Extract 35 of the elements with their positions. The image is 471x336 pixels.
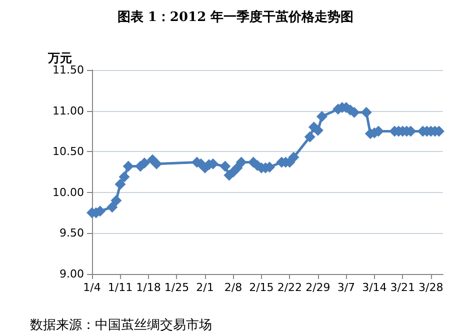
x-tick-label: 1/4 [83,281,101,294]
x-tick-label: 2/15 [249,281,274,294]
point [118,171,130,182]
x-tick-label: 2/8 [224,281,242,294]
x-tick-label: 2/29 [306,281,330,294]
y-tick-label: 11.50 [52,64,84,76]
x-tick-label: 2/1 [196,281,214,294]
source-note: 数据来源：中国茧丝绸交易市场 [30,317,212,333]
point [360,106,372,118]
point [114,178,126,190]
point [220,160,231,172]
x-tick-label: 1/18 [136,281,161,294]
x-tick-label: 1/25 [164,281,190,294]
y-tick-label: 9.00 [60,268,84,280]
y-axis-title: 万元 [47,51,72,65]
point [316,111,328,122]
x-tick-label: 3/21 [390,281,416,294]
point [110,195,122,206]
chart-title: 图表 1：2012 年一季度干茧价格走势图 [117,9,354,25]
x-tick-label: 3/7 [337,281,356,294]
point [151,158,162,170]
x-tick-label: 1/11 [108,281,133,294]
y-tick-label: 11.00 [52,104,84,118]
y-tick-label: 10.50 [52,145,84,158]
point [122,160,134,172]
y-tick-label: 10.00 [52,186,84,199]
x-tick-label: 3/28 [418,281,444,294]
point [232,162,243,174]
x-tick-label: 2/22 [277,281,302,294]
point [304,131,316,142]
x-tick-label: 3/14 [362,281,387,294]
point [288,152,300,163]
point [106,202,118,213]
point [236,156,247,168]
y-tick-label: 9.50 [60,226,84,240]
